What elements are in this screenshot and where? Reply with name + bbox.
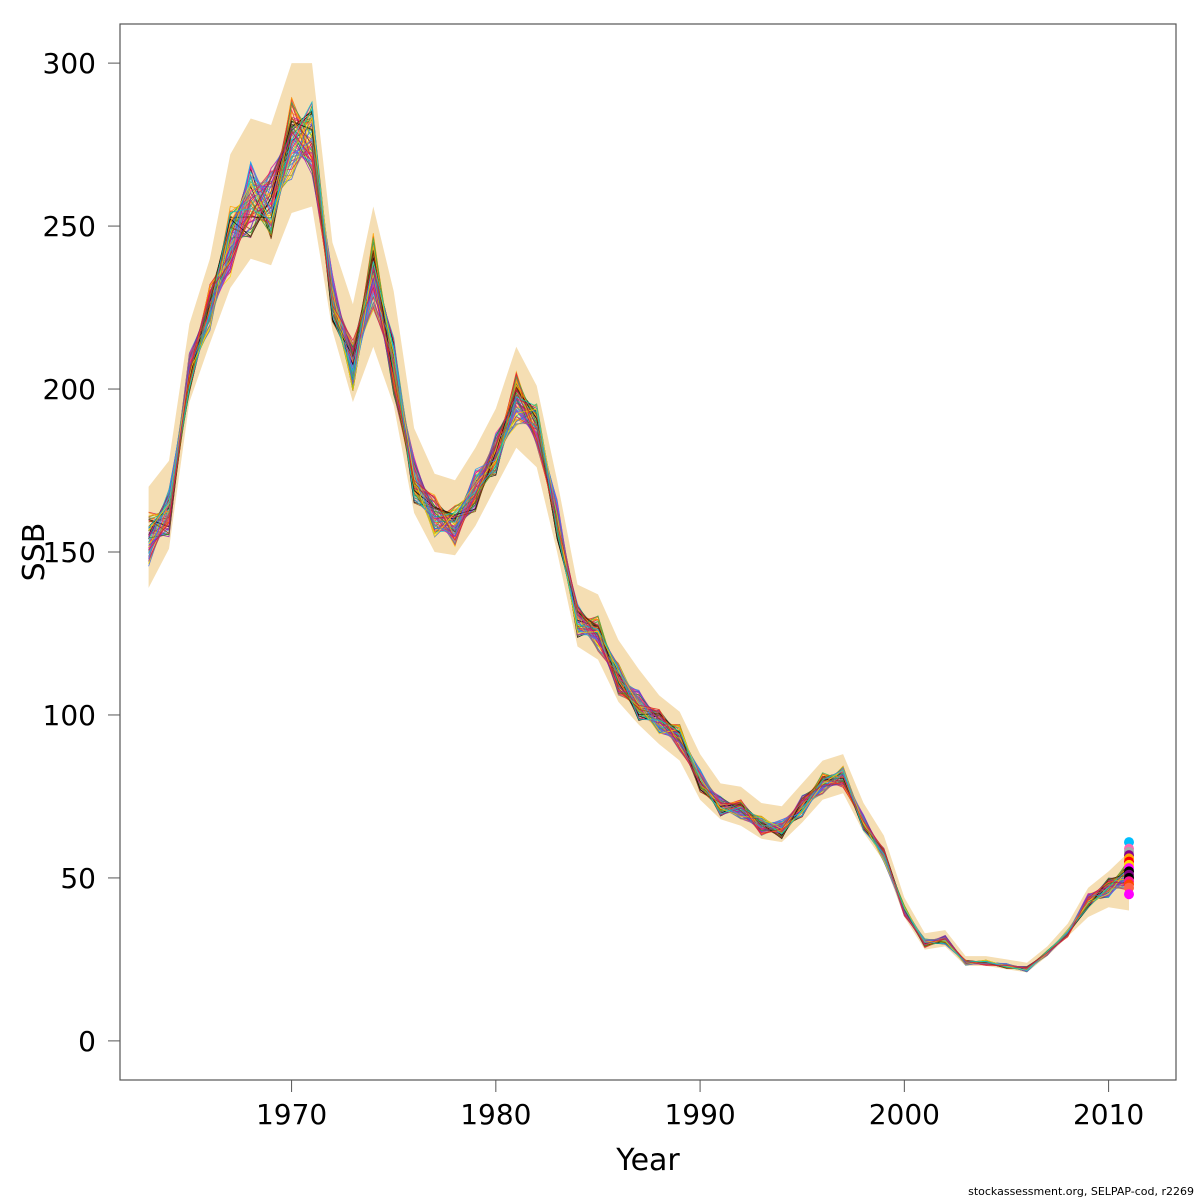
- y-axis-title: SSB: [17, 523, 52, 582]
- series-line: [148, 132, 1130, 968]
- series-line: [148, 100, 1130, 971]
- band-area: [148, 63, 1130, 973]
- x-tick-label: 2010: [1073, 1098, 1144, 1131]
- x-tick-label: 2000: [869, 1098, 940, 1131]
- y-tick-label: 300: [43, 47, 96, 80]
- series-line: [148, 135, 1130, 969]
- confidence-band: [148, 63, 1130, 973]
- x-tick-label: 1970: [256, 1098, 327, 1131]
- x-axis: 1970 1980 1990 2000 2010: [256, 1080, 1144, 1131]
- y-tick-label: 200: [43, 373, 96, 406]
- y-tick-label: 0: [78, 1025, 96, 1058]
- y-tick-label: 100: [43, 699, 96, 732]
- data-point: [1124, 889, 1134, 900]
- retro-runs: [148, 96, 1130, 973]
- terminal-points: [1124, 837, 1134, 900]
- y-axis: 0 50 100 150 200 250 300: [43, 47, 120, 1058]
- x-tick-label: 1990: [664, 1098, 735, 1131]
- y-tick-label: 250: [43, 210, 96, 243]
- y-tick-label: 50: [60, 862, 96, 895]
- credit-text: stockassessment.org, SELPAP-cod, r2269: [968, 1185, 1194, 1198]
- x-tick-label: 1980: [460, 1098, 531, 1131]
- y-tick-label: 150: [43, 536, 96, 569]
- x-axis-title: Year: [615, 1143, 680, 1178]
- series-line: [148, 130, 1130, 969]
